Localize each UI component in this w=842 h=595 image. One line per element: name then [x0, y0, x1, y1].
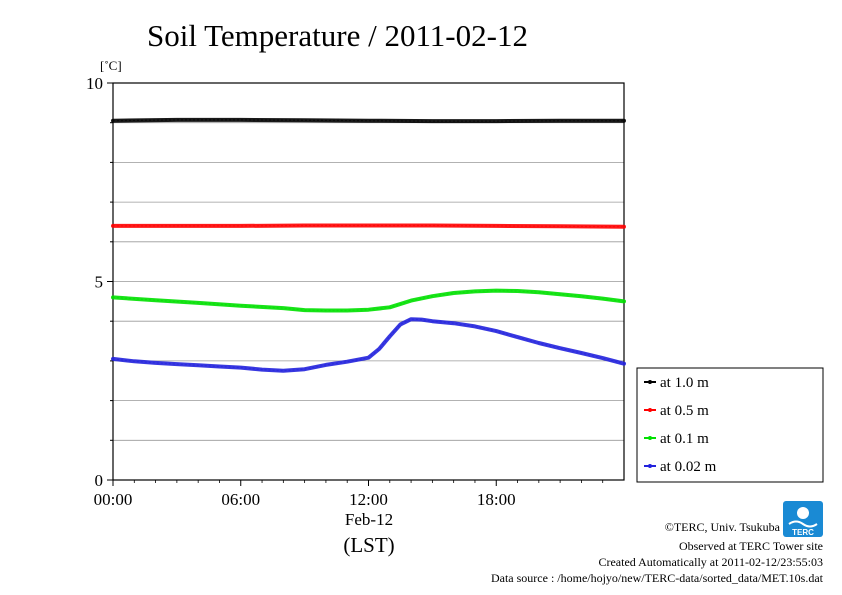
- x-axis-ticks: 00:00 06:00 12:00 18:00: [94, 480, 604, 509]
- y-tick-label: 0: [95, 471, 104, 490]
- legend: at 1.0 m at 0.5 m at 0.1 m at 0.02 m: [636, 367, 824, 483]
- y-axis-ticks: 0 5 10: [86, 74, 113, 490]
- legend-box: [636, 367, 824, 483]
- y-tick-label: 10: [86, 74, 103, 93]
- series-lines: [111, 117, 626, 373]
- legend-marker: [648, 464, 652, 468]
- y-axis-unit: [˚C]: [100, 58, 122, 73]
- logo-wave-icon: [788, 520, 818, 528]
- x-tick-label: 12:00: [349, 490, 388, 509]
- x-tick-label: 18:00: [477, 490, 516, 509]
- chart-title: Soil Temperature / 2011-02-12: [147, 18, 528, 53]
- logo-text: TERC: [792, 528, 814, 537]
- series-noise-3: [112, 318, 625, 372]
- x-tick-label: 00:00: [94, 490, 133, 509]
- legend-label: at 1.0 m: [660, 375, 709, 391]
- legend-label: at 0.5 m: [660, 403, 709, 419]
- source-text: Data source : /home/hojyo/new/TERC-data/…: [491, 571, 824, 585]
- date-label: Feb-12: [345, 510, 393, 529]
- legend-marker: [648, 408, 652, 412]
- y-tick-label: 5: [95, 273, 104, 292]
- observed-text: Observed at TERC Tower site: [679, 539, 823, 553]
- legend-item: at 1.0 m: [644, 375, 709, 391]
- terc-logo: TERC: [783, 501, 823, 537]
- copyright-text: ©TERC, Univ. Tsukuba: [665, 520, 781, 534]
- legend-marker: [648, 380, 652, 384]
- grid: [113, 122, 624, 441]
- series-noise-1: [113, 224, 625, 228]
- legend-label: at 0.02 m: [660, 459, 717, 475]
- x-tick-label: 06:00: [221, 490, 260, 509]
- series-line-2: [111, 288, 626, 313]
- legend-item: at 0.1 m: [644, 431, 709, 447]
- legend-item: at 0.02 m: [644, 459, 717, 475]
- logo-drop-icon: [797, 507, 809, 519]
- series-noise-0: [112, 119, 624, 122]
- legend-marker: [648, 436, 652, 440]
- created-text: Created Automatically at 2011-02-12/23:5…: [598, 555, 823, 569]
- series-line-3: [111, 317, 626, 373]
- x-axis-label: (LST): [343, 533, 394, 557]
- legend-item: at 0.5 m: [644, 403, 709, 419]
- legend-label: at 0.1 m: [660, 431, 709, 447]
